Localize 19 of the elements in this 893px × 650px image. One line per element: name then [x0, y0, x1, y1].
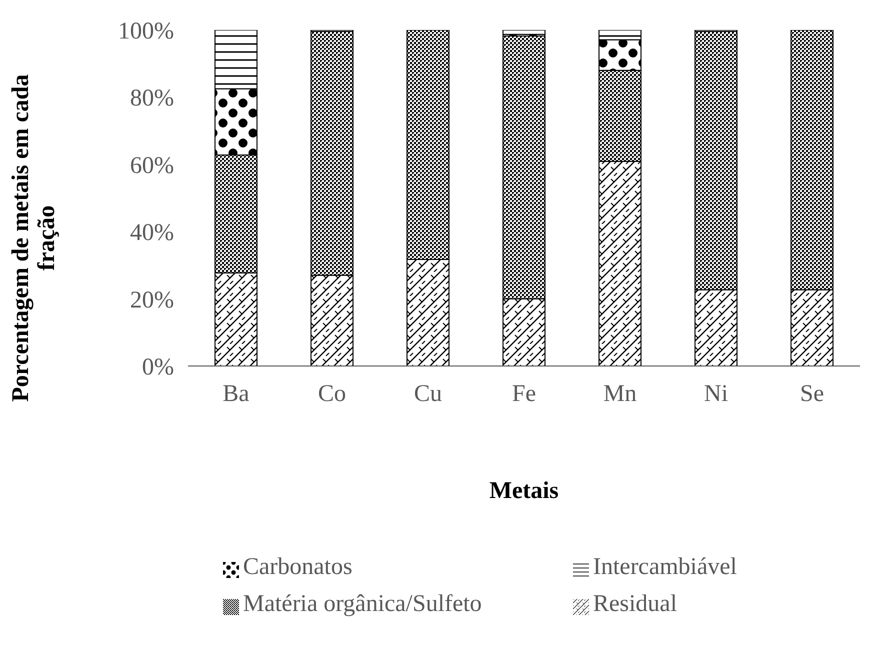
legend-label: Matéria orgânica/Sulfeto: [243, 591, 482, 617]
x-axis-title: Metais: [488, 478, 560, 505]
y-tick-label: 100%: [118, 18, 174, 45]
x-tick-label: Mn: [603, 381, 637, 408]
x-tick-label: Cu: [414, 381, 442, 408]
x-tick-label: Co: [318, 381, 346, 408]
x-tick-label: Ba: [222, 381, 250, 408]
legend-label: Carbonatos: [243, 554, 352, 580]
y-tick-label: 60%: [130, 152, 174, 179]
y-tick-label: 20%: [130, 287, 174, 314]
y-tick-label: 80%: [130, 86, 174, 112]
legend-label: Intercambiável: [593, 554, 737, 580]
x-tick-label: Fe: [512, 381, 536, 408]
legend-label: Residual: [593, 591, 677, 617]
x-tick-label: Ni: [704, 381, 728, 408]
y-axis-title: Porcentagem de metais em cada fração: [8, 73, 61, 404]
y-tick-label: 0%: [142, 354, 174, 381]
x-tick-label: Se: [800, 381, 824, 408]
y-tick-label: 40%: [130, 220, 174, 246]
